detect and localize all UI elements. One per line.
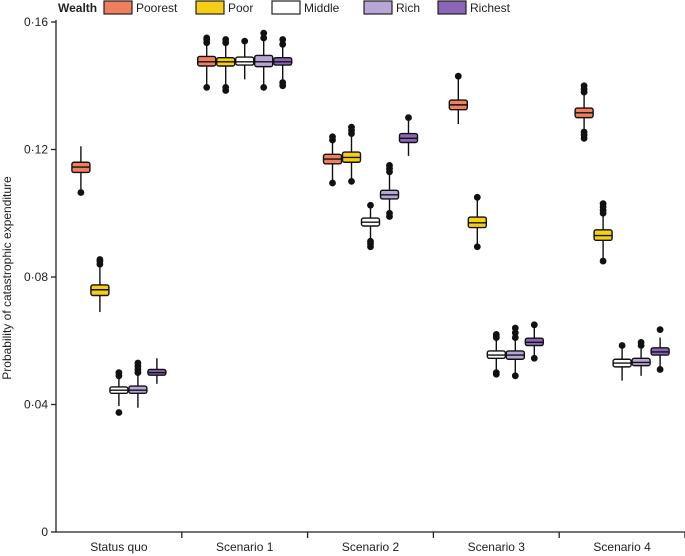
outlier-point bbox=[260, 83, 268, 91]
outlier-point bbox=[492, 330, 500, 338]
box-rich-scenario-1 bbox=[253, 29, 274, 91]
y-tick-label: 0·12 bbox=[24, 143, 48, 157]
outlier-point bbox=[599, 200, 607, 208]
outlier-point bbox=[279, 79, 287, 86]
outlier-point bbox=[656, 366, 664, 373]
box-rich-status-quo bbox=[128, 359, 148, 408]
outlier-point bbox=[618, 342, 626, 349]
x-tick-label: Scenario 3 bbox=[468, 540, 526, 554]
box-middle-scenario-3 bbox=[486, 330, 506, 378]
legend-swatch-middle bbox=[271, 0, 301, 15]
outlier-point bbox=[580, 82, 588, 90]
box-poorest-scenario-4 bbox=[574, 82, 594, 142]
outlier-point bbox=[637, 338, 645, 346]
outlier-point bbox=[203, 34, 211, 42]
plot-area bbox=[71, 29, 670, 416]
outlier-point bbox=[115, 369, 123, 377]
box-rich-scenario-3 bbox=[505, 324, 525, 380]
outlier-point bbox=[530, 321, 538, 329]
outlier-point bbox=[511, 324, 519, 332]
outlier-point bbox=[656, 326, 664, 333]
box-richest-scenario-4 bbox=[650, 326, 670, 373]
box-poor-scenario-4 bbox=[593, 200, 613, 265]
outlier-point bbox=[203, 83, 211, 91]
outlier-point bbox=[222, 83, 230, 91]
outlier-point bbox=[96, 256, 104, 263]
outlier-point bbox=[454, 72, 462, 80]
outlier-point bbox=[511, 372, 519, 380]
x-tick-label: Scenario 1 bbox=[216, 540, 274, 554]
outlier-point bbox=[77, 189, 85, 196]
y-axis-title: Probability of catastrophic expenditure bbox=[0, 176, 14, 380]
outlier-point bbox=[473, 193, 481, 201]
outlier-point bbox=[511, 334, 519, 341]
box-richest-scenario-2 bbox=[398, 114, 419, 156]
legend-label-rich: Rich bbox=[396, 1, 420, 15]
legend-label-poorest: Poorest bbox=[136, 1, 178, 15]
y-axis: 0 0·04 0·08 0·12 0·16 bbox=[24, 15, 57, 539]
outlier-point bbox=[530, 354, 538, 362]
outlier-point bbox=[386, 162, 393, 169]
outlier-point bbox=[367, 237, 374, 245]
x-tick-label: Status quo bbox=[90, 540, 148, 554]
outlier-point bbox=[348, 123, 355, 131]
box-richest-scenario-1 bbox=[273, 36, 293, 90]
y-tick-label: 0·16 bbox=[24, 15, 48, 29]
box-richest-scenario-3 bbox=[524, 321, 544, 362]
box-poorest-status-quo bbox=[71, 146, 91, 196]
legend-swatch-poor bbox=[195, 0, 225, 15]
outlier-point bbox=[348, 177, 355, 185]
box-richest-status-quo bbox=[147, 358, 167, 384]
box-middle-scenario-4 bbox=[612, 342, 632, 381]
legend-label-poor: Poor bbox=[228, 1, 253, 15]
legend-title: Wealth bbox=[58, 1, 97, 15]
outlier-point bbox=[260, 29, 268, 37]
box-poorest-scenario-2 bbox=[322, 133, 343, 187]
legend-label-middle: Middle bbox=[304, 1, 340, 15]
box-body bbox=[253, 54, 274, 68]
outlier-point bbox=[329, 133, 336, 141]
outlier-point bbox=[599, 257, 607, 265]
outlier-point bbox=[511, 329, 519, 337]
legend-items: Poorest Poor Middle Rich Richest bbox=[103, 0, 511, 15]
y-tick-label: 0 bbox=[41, 525, 48, 539]
box-middle-scenario-2 bbox=[360, 201, 381, 251]
outlier-point bbox=[134, 359, 142, 367]
y-tick-label: 0·08 bbox=[24, 270, 48, 284]
outlier-point bbox=[405, 114, 412, 122]
box-poor-scenario-3 bbox=[467, 193, 487, 251]
outlier-point bbox=[241, 37, 249, 45]
outlier-point bbox=[222, 36, 230, 43]
outlier-point bbox=[473, 243, 481, 251]
box-middle-status-quo bbox=[109, 369, 129, 416]
outlier-point bbox=[260, 34, 268, 42]
outlier-point bbox=[367, 201, 374, 209]
x-tick-label: Scenario 4 bbox=[593, 540, 651, 554]
box-poor-scenario-1 bbox=[215, 36, 236, 94]
box-middle-scenario-1 bbox=[234, 37, 255, 80]
box-rich-scenario-2 bbox=[379, 162, 400, 220]
x-axis: Status quo Scenario 1 Scenario 2 Scenario 3… bbox=[56, 531, 685, 554]
box-poorest-scenario-1 bbox=[196, 34, 217, 91]
outlier-point bbox=[329, 179, 336, 187]
box-poorest-scenario-3 bbox=[448, 72, 468, 124]
legend-label-richest: Richest bbox=[470, 1, 511, 15]
legend: Wealth Poorest Poor Middle Rich Richest bbox=[58, 0, 511, 15]
box-body bbox=[234, 56, 255, 66]
y-tick-label: 0·04 bbox=[24, 398, 48, 412]
x-tick-label: Scenario 2 bbox=[342, 540, 400, 554]
outlier-point bbox=[115, 409, 123, 416]
outlier-point bbox=[386, 209, 393, 217]
box-poor-scenario-2 bbox=[341, 123, 362, 185]
box-poor-status-quo bbox=[90, 256, 110, 313]
outlier-point bbox=[279, 36, 287, 43]
box-rich-scenario-4 bbox=[631, 338, 651, 376]
outlier-point bbox=[580, 128, 588, 136]
legend-swatch-richest bbox=[437, 0, 467, 15]
legend-swatch-poorest bbox=[103, 0, 133, 15]
outlier-point bbox=[492, 369, 500, 377]
outlier-point bbox=[279, 40, 287, 48]
legend-swatch-rich bbox=[363, 0, 393, 15]
